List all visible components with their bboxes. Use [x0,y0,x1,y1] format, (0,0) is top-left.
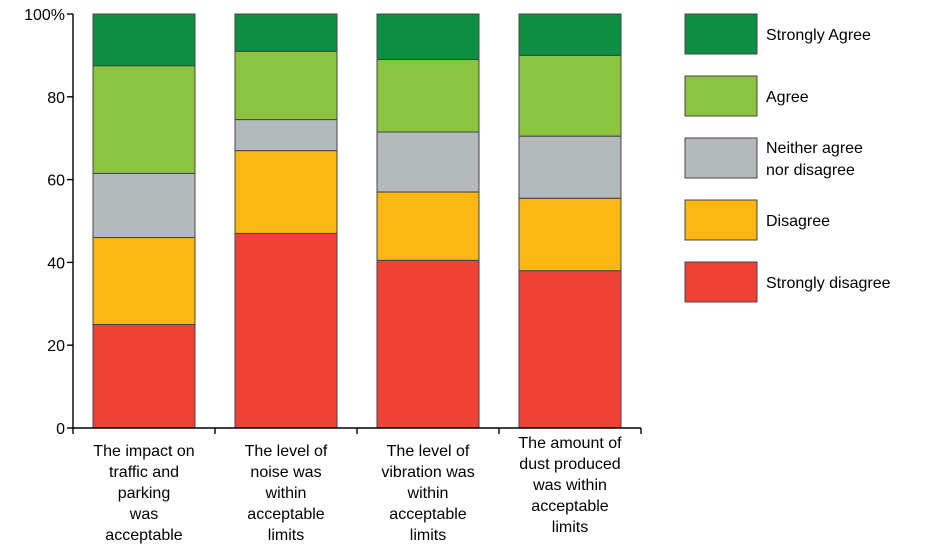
legend-swatch-agree [684,75,758,117]
category-label-3: The level of vibration was within acceptabl… [381,443,474,544]
bar-segment-1-strongly-agree [92,13,196,67]
category-label-4: The amount of dust produced was within acce… [518,435,622,536]
bar-segment-1-disagree [92,237,196,325]
axes-group [67,13,642,434]
y-tick-label: 100% [24,7,65,24]
bar-segment-3-strongly-agree [376,13,480,61]
legend-label-agree: Agree [766,89,809,106]
y-tick-label: 80 [47,90,65,107]
category-labels: The impact on traffic and parking was accept… [93,435,622,544]
bar-segment-1-strongly-disagree [92,324,196,429]
legend-label-neither-agree-nor-disagree: Neither agree nor disagree [766,140,863,179]
bar-segment-3-strongly-disagree [376,259,480,429]
category-label-1: The impact on traffic and parking was accept… [93,443,194,544]
y-tick-label: 20 [47,338,65,355]
bar-segment-4-strongly-disagree [518,270,622,429]
category-label-2: The level of noise was within acceptable lim… [245,443,328,544]
bar-segment-2-strongly-disagree [234,232,338,429]
y-tick-labels: 0 20 40 60 80 100% [24,7,65,438]
bar-segment-2-neither-agree-nor-disagree [234,119,338,152]
legend-label-disagree: Disagree [766,213,830,230]
y-tick-label: 60 [47,173,65,190]
y-tick-label: 0 [56,421,65,438]
bar-segment-3-neither-agree-nor-disagree [376,131,480,193]
bar-segment-3-agree [376,59,480,133]
bar-segment-4-agree [518,54,622,137]
legend-label-strongly-disagree: Strongly disagree [766,275,891,292]
bar-segment-2-disagree [234,150,338,234]
legend-swatch-neither-agree-nor-disagree [684,137,758,179]
bar-segment-2-strongly-agree [234,13,338,52]
bar-segment-3-disagree [376,191,480,261]
legend-swatch-strongly-disagree [684,261,758,303]
legend-swatch-disagree [684,199,758,241]
bar-segment-4-disagree [518,197,622,272]
bar-segment-1-neither-agree-nor-disagree [92,172,196,239]
bar-segment-1-agree [92,65,196,174]
bar-segment-4-neither-agree-nor-disagree [518,135,622,199]
bars-group [92,13,622,429]
legend-swatch-strongly-agree [684,13,758,55]
bar-segment-4-strongly-agree [518,13,622,56]
y-tick-label: 40 [47,255,65,272]
bar-segment-2-agree [234,50,338,121]
legend-label-strongly-agree: Strongly Agree [766,27,871,44]
legend: Strongly Agree Agree Neither agree nor disa… [684,13,891,303]
